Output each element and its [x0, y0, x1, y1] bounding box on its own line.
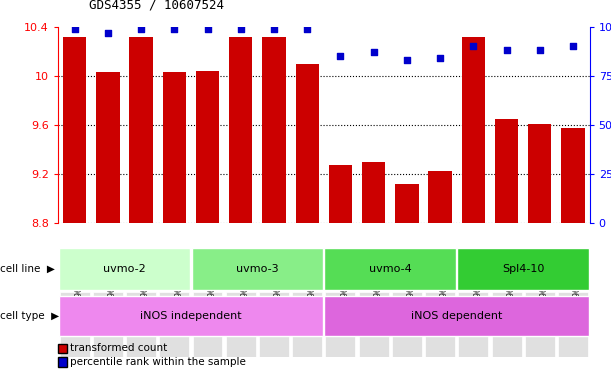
Text: cell line  ▶: cell line ▶: [0, 264, 55, 274]
Text: GSM796426: GSM796426: [108, 272, 117, 318]
Bar: [262, 37, 285, 223]
Bar: [196, 71, 219, 223]
Point: [103, 30, 113, 36]
Text: GSM796420: GSM796420: [440, 272, 449, 318]
Bar: [97, 72, 120, 223]
Point: [469, 43, 478, 50]
Text: GDS4355 / 10607524: GDS4355 / 10607524: [89, 0, 224, 12]
FancyBboxPatch shape: [226, 292, 256, 357]
Text: GSM796419: GSM796419: [407, 272, 416, 318]
Text: GSM796430: GSM796430: [241, 272, 250, 318]
FancyBboxPatch shape: [558, 292, 588, 357]
FancyBboxPatch shape: [392, 292, 422, 357]
Text: cell type  ▶: cell type ▶: [0, 311, 59, 321]
FancyBboxPatch shape: [359, 292, 389, 357]
Text: uvmo-4: uvmo-4: [369, 264, 412, 274]
Text: GSM796428: GSM796428: [174, 272, 183, 318]
Text: iNOS dependent: iNOS dependent: [411, 311, 502, 321]
Text: GSM796424: GSM796424: [573, 272, 582, 318]
FancyBboxPatch shape: [60, 292, 90, 357]
Bar: [296, 64, 319, 223]
Point: [335, 53, 345, 59]
Text: uvmo-2: uvmo-2: [103, 264, 146, 274]
FancyBboxPatch shape: [326, 292, 356, 357]
Point: [568, 43, 578, 50]
Bar: [130, 37, 153, 223]
Point: [70, 26, 79, 32]
Text: GSM796422: GSM796422: [507, 272, 516, 318]
Point: [203, 26, 213, 32]
Text: GSM796417: GSM796417: [340, 272, 349, 318]
FancyBboxPatch shape: [458, 292, 488, 357]
Text: GSM796431: GSM796431: [274, 272, 283, 318]
Point: [402, 57, 412, 63]
Text: iNOS independent: iNOS independent: [140, 311, 242, 321]
Text: GSM796425: GSM796425: [75, 272, 84, 318]
Bar: [395, 184, 419, 223]
Bar: [562, 129, 585, 223]
Text: GSM796423: GSM796423: [540, 272, 549, 318]
Point: [369, 49, 379, 55]
Bar: [63, 37, 86, 223]
FancyBboxPatch shape: [324, 248, 456, 290]
Point: [269, 26, 279, 32]
FancyBboxPatch shape: [59, 248, 190, 290]
Point: [136, 26, 146, 32]
Bar: [462, 37, 485, 223]
Bar: [428, 171, 452, 223]
FancyBboxPatch shape: [159, 292, 189, 357]
Point: [502, 47, 511, 53]
FancyBboxPatch shape: [425, 292, 455, 357]
FancyBboxPatch shape: [192, 248, 323, 290]
Bar: [495, 119, 518, 223]
FancyBboxPatch shape: [292, 292, 322, 357]
Text: GSM796418: GSM796418: [374, 272, 382, 318]
Bar: [329, 165, 352, 223]
Text: transformed count: transformed count: [70, 343, 167, 353]
Text: GSM796421: GSM796421: [474, 272, 482, 318]
Text: GSM796429: GSM796429: [208, 272, 216, 318]
Point: [302, 26, 312, 32]
Point: [236, 26, 246, 32]
Text: uvmo-3: uvmo-3: [236, 264, 279, 274]
Text: Spl4-10: Spl4-10: [502, 264, 544, 274]
FancyBboxPatch shape: [492, 292, 522, 357]
FancyBboxPatch shape: [259, 292, 289, 357]
Point: [535, 47, 544, 53]
Text: GSM796432: GSM796432: [307, 272, 316, 318]
FancyBboxPatch shape: [458, 248, 589, 290]
FancyBboxPatch shape: [93, 292, 123, 357]
FancyBboxPatch shape: [192, 292, 222, 357]
FancyBboxPatch shape: [324, 296, 589, 336]
Bar: [163, 72, 186, 223]
FancyBboxPatch shape: [59, 296, 323, 336]
Text: percentile rank within the sample: percentile rank within the sample: [70, 357, 246, 367]
Point: [435, 55, 445, 61]
Text: GSM796427: GSM796427: [141, 272, 150, 318]
FancyBboxPatch shape: [126, 292, 156, 357]
Bar: [362, 162, 386, 223]
Bar: [528, 124, 551, 223]
Point: [169, 26, 179, 32]
Bar: [229, 37, 252, 223]
FancyBboxPatch shape: [525, 292, 555, 357]
